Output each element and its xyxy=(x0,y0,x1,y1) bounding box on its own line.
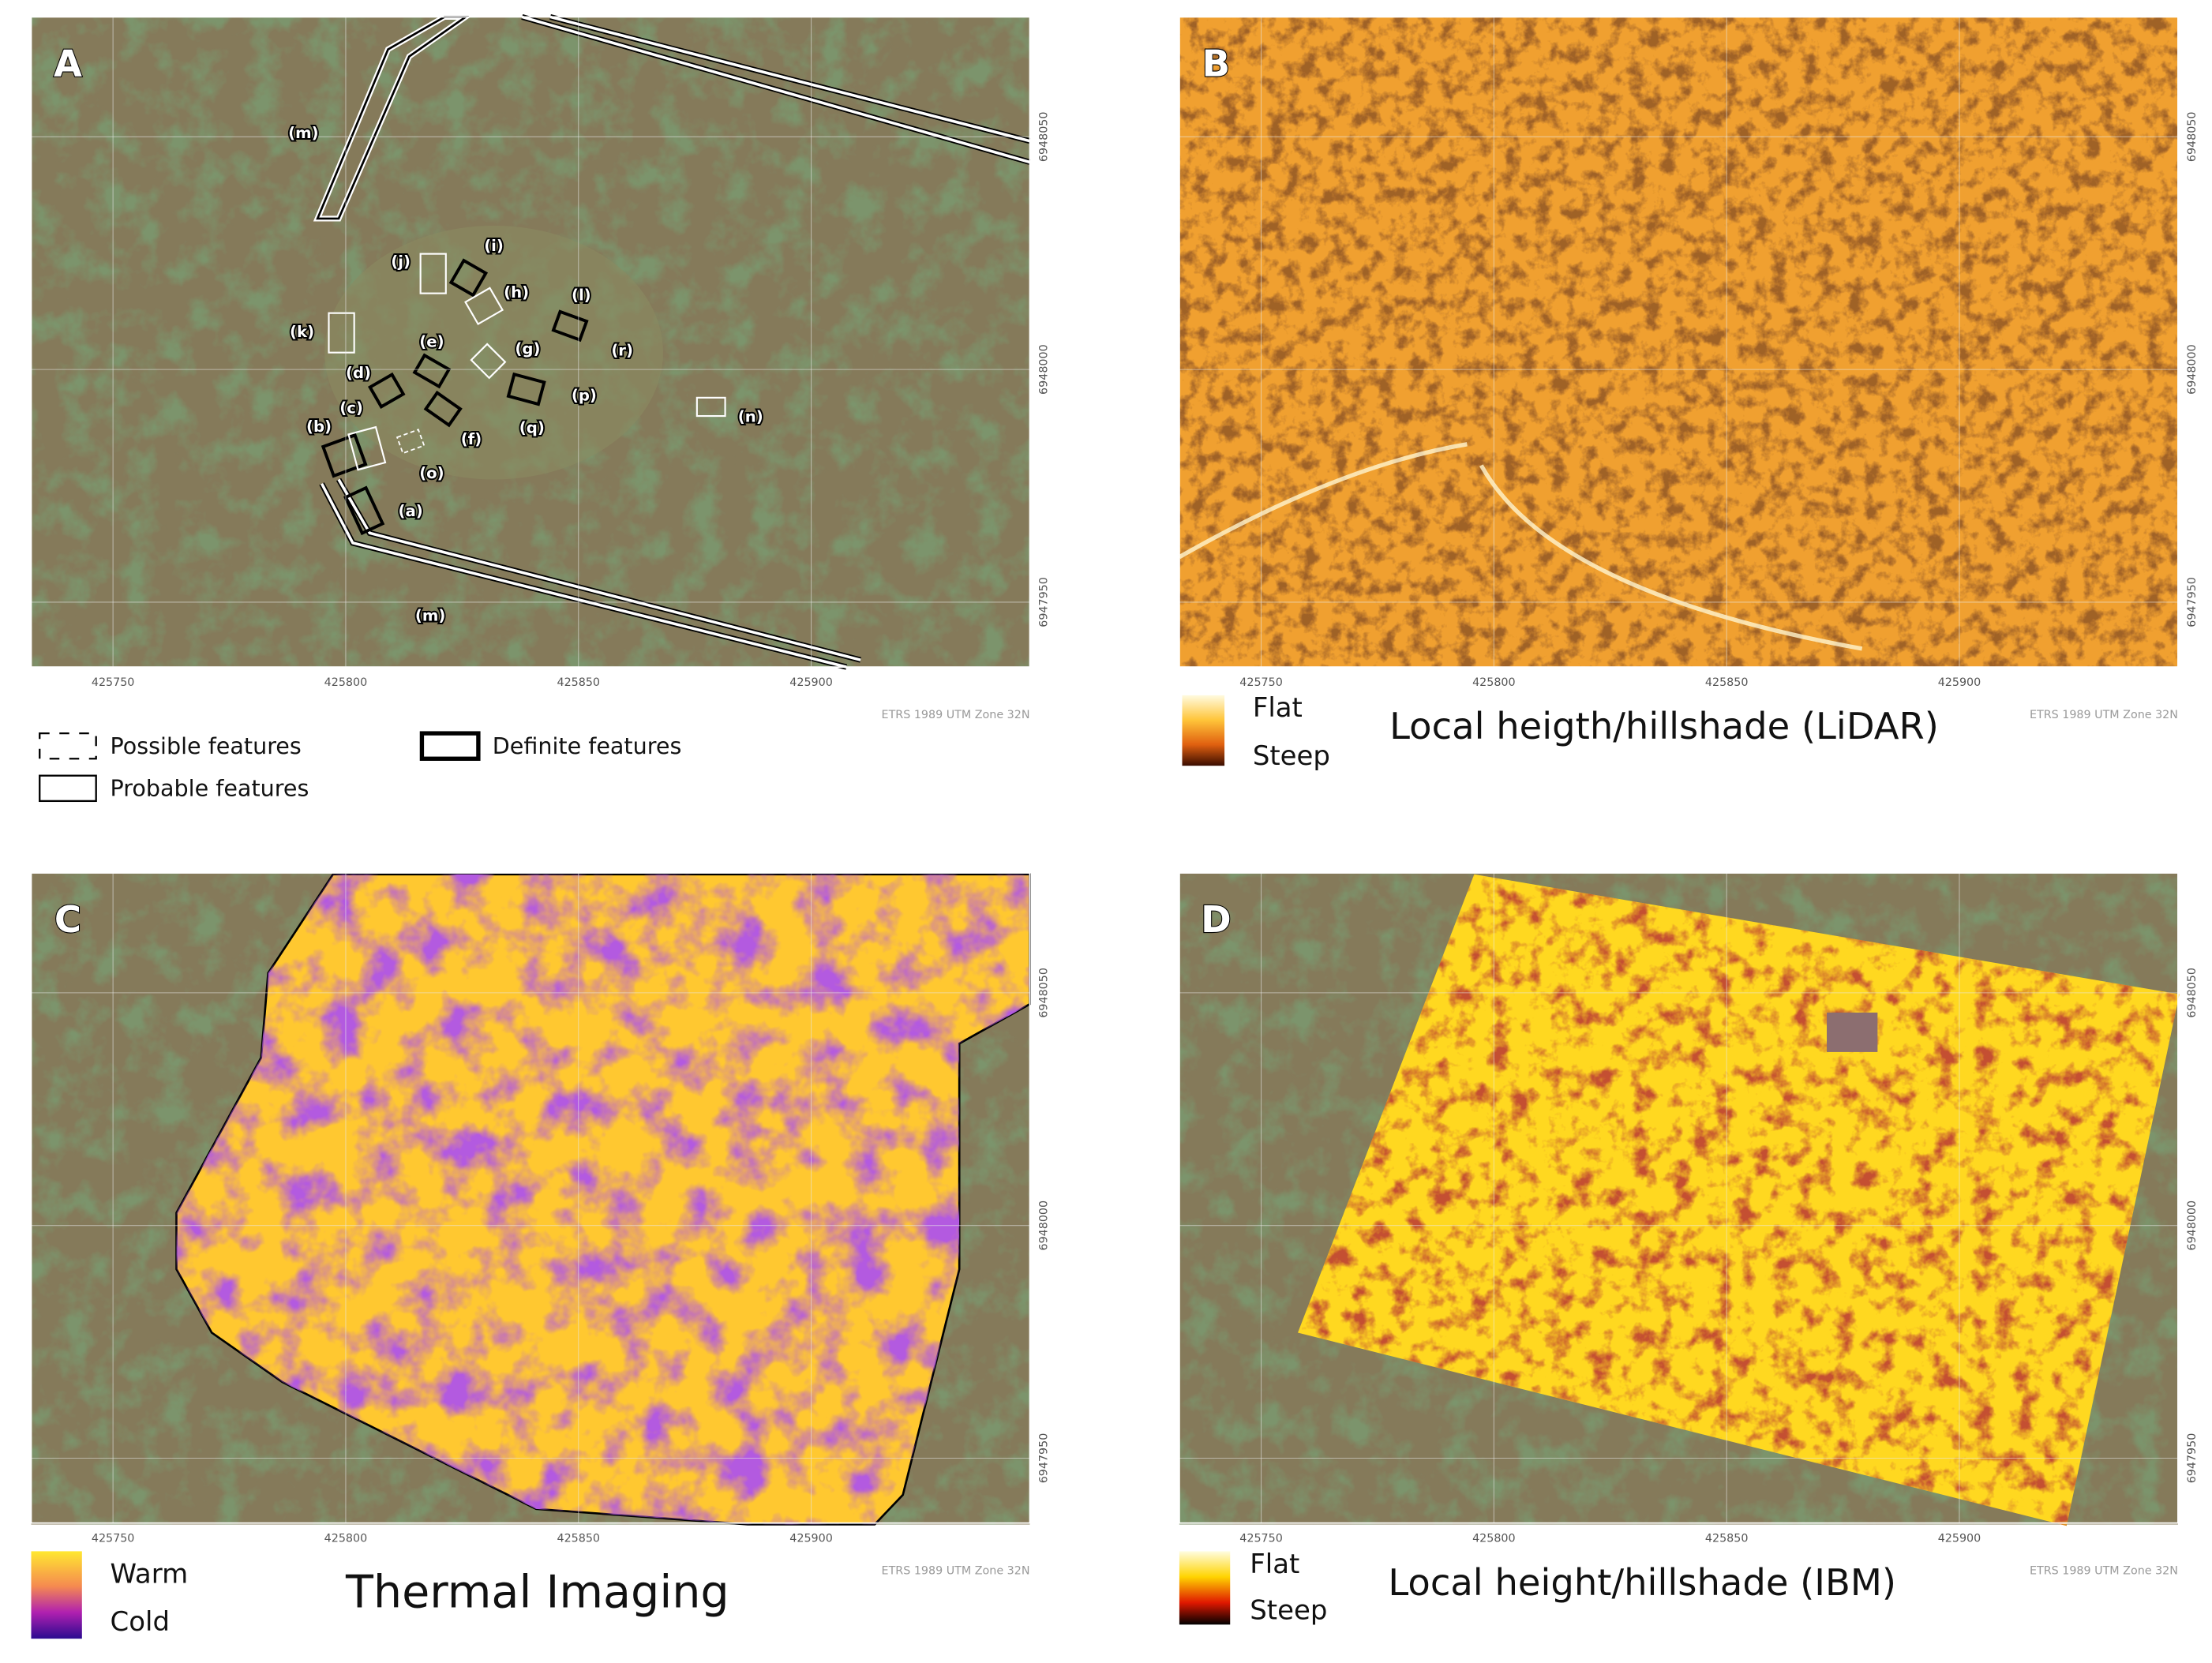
x-tick-label: 425800 xyxy=(324,676,368,689)
panel-letter: A xyxy=(54,42,82,84)
feature-label: (c) xyxy=(339,399,363,418)
panel-letter: D xyxy=(1201,898,1232,941)
feature-label: (m) xyxy=(415,606,445,624)
legend-label: Flat xyxy=(1250,1549,1299,1580)
feature-label: (r) xyxy=(611,341,633,359)
x-tick-label: 425750 xyxy=(92,676,135,689)
map-c xyxy=(31,872,1031,1526)
map-d xyxy=(1179,872,2180,1526)
feature-label: (a) xyxy=(399,502,423,520)
feature-label: (g) xyxy=(515,340,540,358)
feature-label: (f) xyxy=(461,430,482,448)
legend-label: Probable features xyxy=(111,775,309,802)
x-tick-label: 425900 xyxy=(1938,1532,1981,1545)
map-frame xyxy=(30,872,1031,1524)
x-tick-label: 425900 xyxy=(1938,676,1981,689)
map-a xyxy=(31,13,1031,670)
crs-label: ETRS 1989 UTM Zone 32N xyxy=(2030,709,2178,721)
y-tick-label: 6948000 xyxy=(1037,1200,1050,1251)
y-tick-label: 6948050 xyxy=(1037,112,1050,163)
x-tick-label: 425800 xyxy=(324,1532,368,1545)
feature-label: (n) xyxy=(738,407,763,425)
y-tick-label: 6948050 xyxy=(1037,968,1050,1018)
legend-b-ramp xyxy=(1182,695,1225,766)
crs-label: ETRS 1989 UTM Zone 32N xyxy=(2030,1564,2178,1577)
x-tick-label: 425750 xyxy=(92,1532,135,1545)
x-tick-label: 425750 xyxy=(1239,676,1283,689)
feature-label: (i) xyxy=(484,237,504,255)
map-frame xyxy=(1179,16,2179,669)
legend-label: Warm xyxy=(111,1558,189,1590)
x-tick-label: 425850 xyxy=(557,676,600,689)
y-tick-label: 6948050 xyxy=(2186,112,2199,163)
feature-label: (j) xyxy=(391,253,411,271)
legend-label: Flat xyxy=(1253,692,1303,724)
feature-label: (h) xyxy=(504,283,529,302)
panel-title: Local heigth/hillshade (LiDAR) xyxy=(1389,705,1939,747)
y-tick-label: 6947950 xyxy=(2186,577,2199,627)
feature-label: (k) xyxy=(290,323,314,341)
y-tick-label: 6948000 xyxy=(2186,1200,2199,1251)
x-tick-label: 425850 xyxy=(1705,1532,1749,1545)
feature-label: (d) xyxy=(346,364,371,382)
legend-label: Steep xyxy=(1250,1595,1327,1627)
feature-label: (l) xyxy=(572,287,591,305)
feature-label: (p) xyxy=(572,387,597,405)
x-tick-label: 425800 xyxy=(1472,676,1516,689)
x-tick-label: 425900 xyxy=(789,676,833,689)
feature-label: (m) xyxy=(288,124,318,142)
y-tick-label: 6947950 xyxy=(1037,1433,1050,1484)
y-tick-label: 6947950 xyxy=(1037,577,1050,627)
x-tick-label: 425850 xyxy=(557,1532,600,1545)
panel-title: Local height/hillshade (IBM) xyxy=(1388,1561,1896,1604)
y-tick-label: 6948050 xyxy=(2186,968,2199,1018)
y-tick-label: 6947950 xyxy=(2186,1433,2199,1484)
legend-label: Cold xyxy=(111,1606,170,1638)
crs-label: ETRS 1989 UTM Zone 32N xyxy=(882,1564,1030,1577)
x-tick-label: 425800 xyxy=(1472,1532,1516,1545)
map-frame xyxy=(30,16,1031,669)
y-tick-label: 6948000 xyxy=(1037,344,1050,395)
feature-label: (e) xyxy=(419,333,444,351)
panel-title: Thermal Imaging xyxy=(345,1566,729,1618)
legend-a-symbols xyxy=(39,731,481,803)
x-tick-label: 425750 xyxy=(1239,1532,1283,1545)
legend-c-ramp xyxy=(31,1551,82,1639)
legend-label: Steep xyxy=(1253,740,1330,772)
legend-label: Possible features xyxy=(111,732,302,759)
feature-label: (o) xyxy=(419,464,444,482)
panel-letter: C xyxy=(54,898,81,941)
feature-label: (q) xyxy=(519,419,545,437)
x-tick-label: 425900 xyxy=(789,1532,833,1545)
y-tick-label: 6948000 xyxy=(2186,344,2199,395)
legend-label: Definite features xyxy=(493,732,682,759)
map-frame xyxy=(1179,872,2179,1524)
x-tick-label: 425850 xyxy=(1705,676,1749,689)
feature-label: (b) xyxy=(306,418,332,436)
legend-d-ramp xyxy=(1179,1551,1231,1625)
crs-label: ETRS 1989 UTM Zone 32N xyxy=(882,709,1030,721)
map-b xyxy=(1178,17,2178,668)
panel-letter: B xyxy=(1202,42,1230,84)
